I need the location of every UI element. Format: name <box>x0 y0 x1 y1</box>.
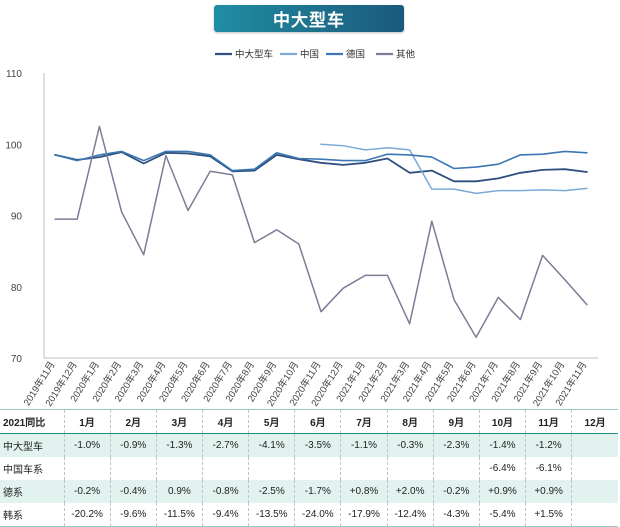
table-cell <box>571 480 618 503</box>
legend-label: 其他 <box>396 49 416 61</box>
table-cell: -0.2% <box>64 480 111 503</box>
table-cell: 0.9% <box>156 480 203 503</box>
row-label: 德系 <box>0 480 65 503</box>
table-cell: -0.3% <box>387 433 434 457</box>
table-row: 中大型车 -1.0% -0.9% -1.3% -2.7% -4.1% -3.5% -1.1% -… <box>0 433 618 457</box>
table-cell: -1.2% <box>525 433 573 457</box>
table-cell: +0.9% <box>479 480 527 503</box>
table-cell: -20.2% <box>64 503 111 527</box>
y-tick-label: 110 <box>6 69 22 80</box>
table-cell <box>294 457 342 480</box>
table-cell <box>387 457 434 480</box>
table-cell: -5.4% <box>479 503 527 527</box>
yoy-table: 2021同比 1月 2月 3月 4月 5月 6月 7月 8月 9月 10月 11月 12月 中大型车 -1… <box>0 409 620 527</box>
series-line-3 <box>54 125 588 339</box>
y-tick-label: 70 <box>11 354 23 365</box>
table-cell: +2.0% <box>387 480 434 503</box>
table-cell: -17.9% <box>340 503 388 527</box>
table-cell: +1.5% <box>525 503 573 527</box>
table-cell <box>202 457 250 480</box>
month-header: 2月 <box>110 409 157 434</box>
table-cell: -0.9% <box>110 433 157 457</box>
legend-label: 中大型车 <box>235 49 273 61</box>
table-row: 德系 -0.2% -0.4% 0.9% -0.8% -2.5% -1.7% +0.8% +2.0… <box>0 480 618 503</box>
table-cell: -24.0% <box>294 503 342 527</box>
row-label: 中国车系 <box>0 457 65 480</box>
month-header: 9月 <box>433 409 480 434</box>
legend-label: 中国 <box>300 49 319 61</box>
table-cell <box>571 433 618 457</box>
table-cell <box>156 457 203 480</box>
table-cell: -2.5% <box>248 480 296 503</box>
line-chart: 7080901001102019年11月2019年12月2020年1月2020年… <box>5 49 598 408</box>
table-cell <box>110 457 157 480</box>
table-cell: -2.3% <box>433 433 480 457</box>
table-cell <box>571 457 618 480</box>
table-cell: -2.7% <box>202 433 250 457</box>
table-cell: -1.4% <box>479 433 527 457</box>
table-cell <box>340 457 388 480</box>
table-cell: -3.5% <box>294 433 342 457</box>
month-header: 8月 <box>387 409 434 434</box>
table-cell: -12.4% <box>387 503 434 527</box>
row-label: 中大型车 <box>0 433 65 457</box>
table-cell: -1.3% <box>156 433 203 457</box>
table-cell: -11.5% <box>156 503 203 527</box>
series-line-0 <box>54 151 588 183</box>
chart-title: 中大型车 <box>214 5 404 32</box>
y-tick-label: 80 <box>11 283 23 294</box>
month-header: 7月 <box>340 409 388 434</box>
month-header: 1月 <box>64 409 111 434</box>
month-header: 12月 <box>571 409 618 434</box>
month-header: 3月 <box>156 409 203 434</box>
month-header: 10月 <box>479 409 527 434</box>
table-cell <box>433 457 480 480</box>
table-cell: -13.5% <box>248 503 296 527</box>
table-corner-label: 2021同比 <box>0 409 65 434</box>
table-header-row: 2021同比 1月 2月 3月 4月 5月 6月 7月 8月 9月 10月 11月 12月 <box>0 409 618 434</box>
month-header: 4月 <box>202 409 250 434</box>
table-cell: +0.9% <box>525 480 573 503</box>
table-cell: -1.7% <box>294 480 342 503</box>
table-cell <box>248 457 296 480</box>
series-line-1 <box>320 143 588 195</box>
table-cell: -6.1% <box>525 457 573 480</box>
y-tick-label: 90 <box>11 212 23 223</box>
table-cell: -4.1% <box>248 433 296 457</box>
table-cell: -1.1% <box>340 433 388 457</box>
table-cell: +0.8% <box>340 480 388 503</box>
table-cell: -0.4% <box>110 480 157 503</box>
series-line-2 <box>54 150 588 172</box>
table-cell: -0.8% <box>202 480 250 503</box>
month-header: 6月 <box>294 409 342 434</box>
legend-label: 德国 <box>346 49 365 61</box>
table-cell: -9.6% <box>110 503 157 527</box>
table-cell: -9.4% <box>202 503 250 527</box>
table-cell: -6.4% <box>479 457 527 480</box>
table-cell <box>64 457 111 480</box>
table-cell <box>571 503 618 527</box>
row-label: 韩系 <box>0 503 65 527</box>
y-tick-label: 100 <box>5 140 22 151</box>
table-cell: -1.0% <box>64 433 111 457</box>
month-header: 11月 <box>525 409 573 434</box>
table-cell: -4.3% <box>433 503 480 527</box>
table-row: 中国车系 -6.4% -6.1% <box>0 457 618 480</box>
month-header: 5月 <box>248 409 296 434</box>
table-cell: -0.2% <box>433 480 480 503</box>
table-row: 韩系 -20.2% -9.6% -11.5% -9.4% -13.5% -24.0% -17.… <box>0 503 618 527</box>
